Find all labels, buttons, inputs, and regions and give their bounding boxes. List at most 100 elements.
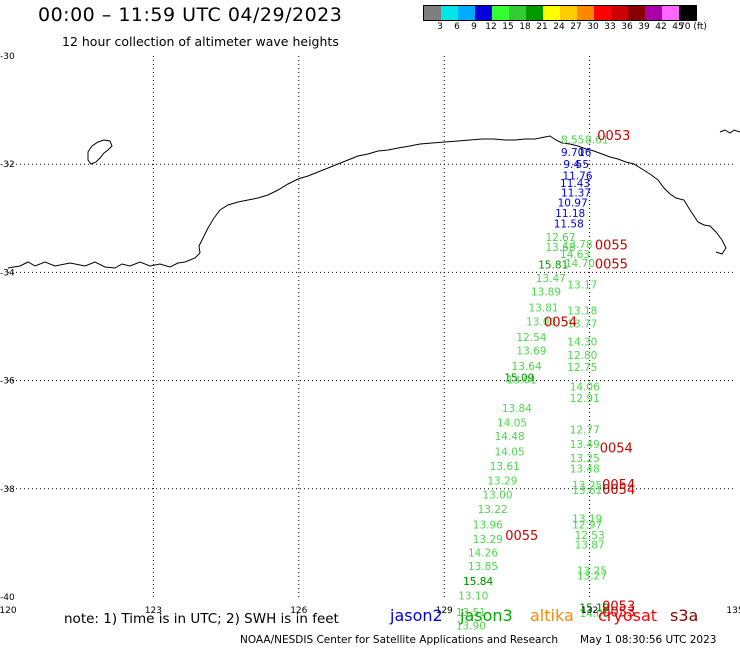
- legend-label: 39: [638, 22, 650, 32]
- swh-label: 13.18: [567, 306, 597, 318]
- swh-label: 13.78: [562, 239, 592, 251]
- lat-tick-label: -40: [0, 593, 15, 603]
- lon-tick-label: 129: [436, 606, 453, 616]
- swh-label: 14.30: [567, 336, 597, 348]
- legend-swatch: [662, 6, 679, 20]
- swh-label: 14.05: [497, 418, 527, 430]
- lon-tick-label: 120: [0, 606, 17, 616]
- legend-label: 45: [672, 22, 684, 32]
- swh-label: 13.10: [458, 591, 488, 603]
- swh-label: 13.29: [487, 475, 517, 487]
- swh-label: 13.51: [456, 607, 486, 619]
- legend-swatch: [611, 6, 628, 20]
- swh-label: 12.75: [567, 362, 597, 374]
- swh-label: 13.64: [512, 361, 542, 373]
- swh-label: 14.05: [579, 608, 609, 620]
- swh-label: 13.01: [507, 374, 537, 386]
- swh-label: 15.19: [579, 603, 609, 615]
- legend-label: 6: [454, 22, 460, 32]
- swh-label: 9.4: [563, 159, 580, 171]
- satellite-legend-item: s3a: [670, 606, 699, 625]
- lon-tick-label: 132: [581, 606, 598, 616]
- legend-swatch: [424, 6, 441, 20]
- time-label: 0055: [505, 529, 538, 544]
- swh-label: 8.61: [585, 135, 608, 147]
- swh-label: 14.26: [468, 547, 498, 559]
- time-label: 0053: [602, 600, 635, 615]
- swh-label: 12.53: [575, 530, 605, 542]
- time-label: 0054: [544, 316, 577, 331]
- swh-label: 12.54: [516, 332, 546, 344]
- time-label: 0055: [595, 239, 628, 254]
- lon-tick-label: 135: [726, 606, 740, 616]
- time-label: 0054: [600, 442, 633, 457]
- island-kangaroo: [87, 139, 113, 165]
- swh-label: 15.19: [579, 603, 609, 615]
- legend-swatch: [645, 6, 662, 20]
- swh-label: 13.87: [575, 539, 605, 551]
- legend-swatch: [679, 6, 696, 20]
- lat-tick-label: -32: [0, 160, 15, 170]
- lon-tick-label: 123: [145, 606, 162, 616]
- swh-label: 13.22: [478, 504, 508, 516]
- legend-label: 36: [621, 22, 633, 32]
- swh-label: 15.84: [463, 576, 493, 588]
- swh-label: 15.81: [538, 260, 568, 272]
- swh-label: 11.37: [561, 188, 591, 200]
- lat-tick-label: -36: [0, 377, 15, 387]
- timestamp: May 1 08:30:56 UTC 2023: [580, 634, 717, 646]
- swh-label: 13.89: [531, 287, 561, 299]
- swh-label: 12.77: [570, 425, 600, 437]
- swh-label: 13.84: [502, 403, 532, 415]
- swh-label: 14.70: [565, 258, 595, 270]
- swh-label: 13.96: [473, 519, 503, 531]
- satellite-legend-item: cryosat: [598, 606, 658, 625]
- legend-label: 21: [536, 22, 548, 32]
- time-label: 0055: [595, 258, 628, 273]
- coastline-east: [719, 129, 740, 134]
- lat-tick-label: -30: [0, 52, 15, 62]
- swh-label: 11.76: [562, 170, 592, 182]
- swh-label: 12.97: [572, 519, 602, 531]
- legend-swatch: [526, 6, 543, 20]
- legend-swatch: [509, 6, 526, 20]
- time-label: 0054: [602, 478, 635, 493]
- swh-label: 10.97: [558, 197, 588, 209]
- swh-label: 13.00: [482, 490, 512, 502]
- swh-label: 13.29: [473, 534, 503, 546]
- data-labels: 9.70169.45511.7611.4311.3710.9711.1811.5…: [456, 129, 635, 633]
- legend-swatch: [594, 6, 611, 20]
- swh-label: 14.48: [495, 431, 525, 443]
- swh-label: 12.80: [567, 350, 597, 362]
- legend-swatch: [577, 6, 594, 20]
- legend-swatch: [492, 6, 509, 20]
- legend-label: 24: [553, 22, 565, 32]
- swh-label: 13.49: [570, 439, 600, 451]
- swh-label: 14.05: [495, 446, 525, 458]
- swh-label: 13.25: [570, 453, 600, 465]
- swh-label: 11.43: [560, 178, 590, 190]
- time-label: 0054: [602, 483, 635, 498]
- legend-label: 30: [587, 22, 599, 32]
- swh-label: 13.48: [570, 464, 600, 476]
- legend-swatch: [628, 6, 645, 20]
- swh-label: 8.55: [561, 135, 584, 147]
- legend-swatch: [560, 6, 577, 20]
- swh-label: 11.18: [555, 208, 585, 220]
- legend-label: 3: [437, 22, 443, 32]
- swh-label: 13.25: [572, 480, 602, 492]
- swh-label: 13.27: [577, 571, 607, 583]
- legend-swatch: [543, 6, 560, 20]
- legend-label: 33: [604, 22, 616, 32]
- coastline: [7, 135, 727, 269]
- swh-label: 13.85: [468, 561, 498, 573]
- swh-label: 13.90: [456, 620, 486, 632]
- time-label: 0053: [602, 605, 635, 620]
- legend-label: 18: [519, 22, 531, 32]
- swh-label: 15.84: [463, 576, 493, 588]
- swh-label: 13.19: [572, 513, 602, 525]
- swh-label: 14.06: [570, 381, 600, 393]
- swh-label: 12.91: [570, 393, 600, 405]
- color-legend: [423, 5, 697, 21]
